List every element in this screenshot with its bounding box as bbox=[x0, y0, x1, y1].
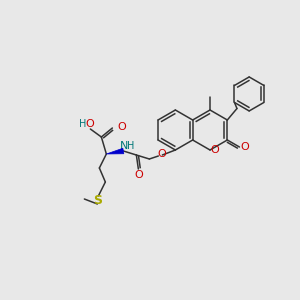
Text: O: O bbox=[240, 142, 249, 152]
Text: H: H bbox=[79, 119, 86, 129]
Text: O: O bbox=[117, 122, 126, 132]
Polygon shape bbox=[106, 148, 124, 154]
Text: N: N bbox=[120, 141, 128, 151]
Text: O: O bbox=[157, 149, 166, 159]
Text: O: O bbox=[134, 170, 143, 180]
Text: H: H bbox=[127, 141, 134, 151]
Text: O: O bbox=[211, 145, 219, 155]
Text: S: S bbox=[93, 194, 102, 208]
Text: O: O bbox=[85, 119, 94, 129]
